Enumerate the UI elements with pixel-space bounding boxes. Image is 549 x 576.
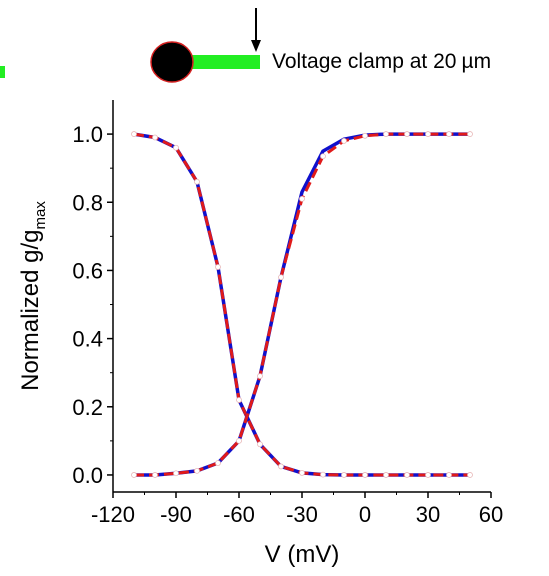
tick-labels: -120 -90 -60 -30 0 30 60 0.0 0.2 0.4 0.6 0.8 1.0 <box>72 122 503 527</box>
y-axis-title: Normalized g/gmax <box>17 201 49 391</box>
x-tick-label: 30 <box>416 502 440 527</box>
y-tick-label: 0.4 <box>72 327 103 352</box>
data-point <box>194 467 200 474</box>
data-point <box>404 131 410 137</box>
data-point <box>446 131 452 137</box>
x-tick-label: -30 <box>286 502 318 527</box>
data-point <box>152 472 158 478</box>
data-point <box>320 471 326 478</box>
data-point <box>131 472 137 478</box>
y-tick-label: 0.0 <box>72 463 103 488</box>
data-point <box>173 144 179 151</box>
y-tick-label: 1.0 <box>72 122 103 147</box>
y-tick-label: 0.6 <box>72 258 103 283</box>
series-line-3 <box>134 132 470 477</box>
series-layer <box>131 131 473 478</box>
data-point <box>467 131 473 137</box>
data-point <box>194 178 200 185</box>
data-point <box>320 153 326 160</box>
series-line-1 <box>133 132 470 477</box>
data-point <box>467 472 473 478</box>
data-point <box>341 138 347 144</box>
neuron-schematic <box>150 8 261 83</box>
y-tick-label: 0.2 <box>72 395 103 420</box>
y-tick-label: 0.8 <box>72 190 103 215</box>
data-point <box>257 373 263 380</box>
ticks <box>107 133 492 498</box>
data-point <box>341 472 347 478</box>
soma <box>150 41 194 83</box>
data-point <box>425 472 431 478</box>
series-line-2 <box>134 132 470 477</box>
data-point <box>383 131 389 137</box>
cropped-green-bar <box>0 66 5 78</box>
dendrite <box>190 55 260 69</box>
data-point <box>131 131 137 137</box>
data-point <box>236 437 242 444</box>
data-point <box>446 472 452 478</box>
data-point <box>173 470 179 477</box>
data-point <box>257 441 263 448</box>
x-axis-title: V (mV) <box>265 541 340 568</box>
data-point <box>215 264 221 270</box>
data-point <box>299 470 305 476</box>
x-tick-label: 60 <box>479 502 503 527</box>
data-point <box>299 195 305 202</box>
data-point <box>278 463 284 470</box>
data-point <box>236 397 242 403</box>
data-point <box>425 131 431 137</box>
data-point <box>215 460 221 466</box>
data-point <box>278 274 284 281</box>
clamp-arrow-head <box>251 40 261 52</box>
x-tick-label: -120 <box>91 502 135 527</box>
data-point <box>362 132 368 139</box>
x-tick-label: -90 <box>160 502 192 527</box>
caption: Voltage clamp at 20 µm <box>272 50 491 73</box>
data-point <box>383 472 389 478</box>
data-point <box>362 472 368 478</box>
x-tick-label: -60 <box>223 502 255 527</box>
data-point <box>404 472 410 478</box>
data-point <box>152 134 158 141</box>
series-line-0 <box>133 132 470 477</box>
x-tick-label: 0 <box>359 502 371 527</box>
plot-axes <box>112 100 491 493</box>
